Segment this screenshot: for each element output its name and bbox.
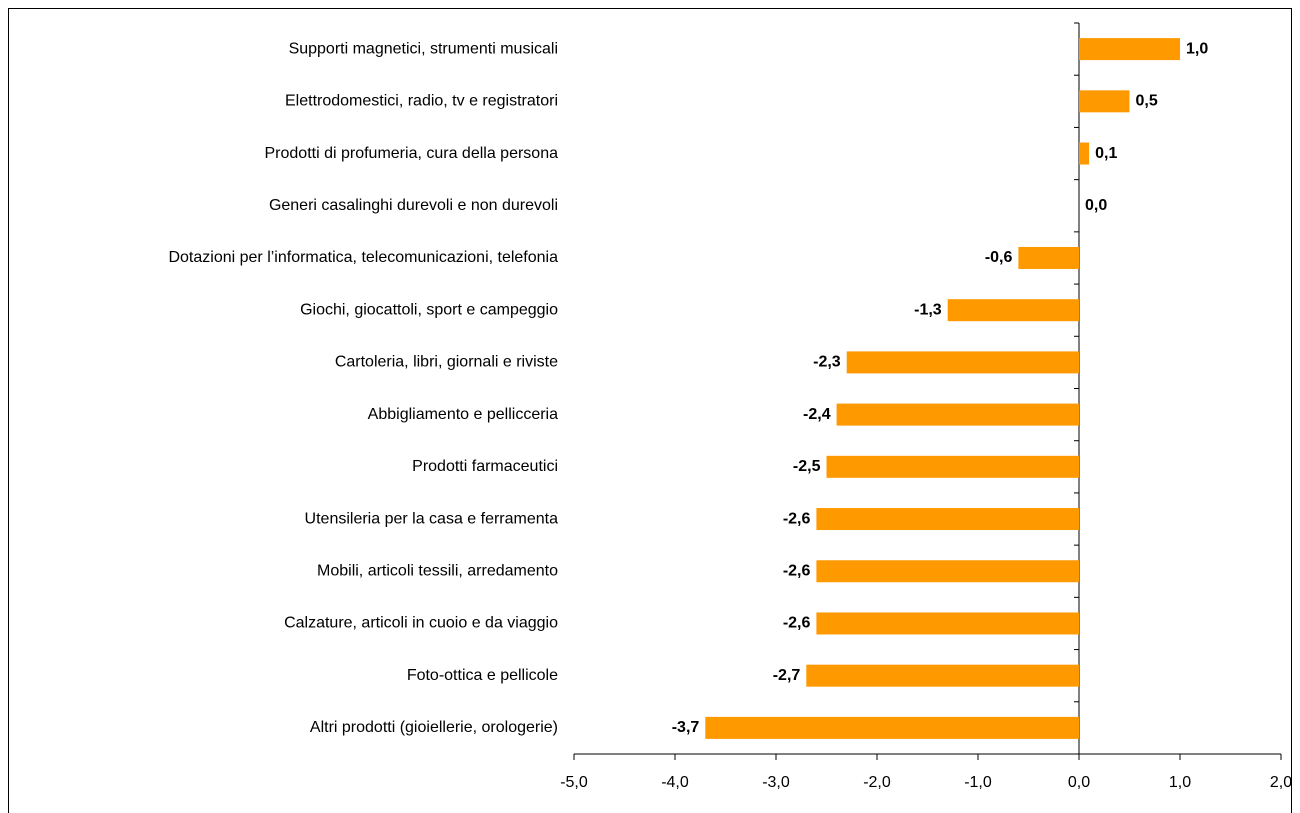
x-tick-label: -3,0 bbox=[762, 774, 790, 791]
bar bbox=[1018, 246, 1079, 269]
frame bbox=[8, 8, 1292, 813]
bar bbox=[705, 716, 1079, 739]
value-label: -2,6 bbox=[783, 562, 811, 579]
bar bbox=[816, 612, 1079, 635]
y-tick-label: Foto-ottica e pellicole bbox=[407, 667, 558, 684]
value-label: -1,3 bbox=[914, 301, 942, 318]
bar bbox=[836, 403, 1079, 426]
value-label: 0,1 bbox=[1095, 145, 1117, 162]
y-tick-label: Elettrodomestici, radio, tv e registrato… bbox=[285, 93, 558, 110]
bar bbox=[846, 351, 1079, 374]
bar bbox=[806, 664, 1079, 687]
x-tick-label: 2,0 bbox=[1270, 774, 1292, 791]
bar bbox=[1079, 90, 1130, 113]
x-tick-label: -4,0 bbox=[661, 774, 689, 791]
value-label: 0,5 bbox=[1136, 93, 1158, 110]
y-tick-label: Dotazioni per l’informatica, telecomunic… bbox=[168, 249, 558, 266]
value-label: -2,5 bbox=[793, 458, 821, 475]
y-tick-label: Generi casalinghi durevoli e non durevol… bbox=[269, 197, 558, 214]
y-tick-label: Abbigliamento e pellicceria bbox=[368, 406, 558, 423]
value-label: 0,0 bbox=[1085, 197, 1107, 214]
bar bbox=[1079, 38, 1180, 61]
y-tick-label: Supporti magnetici, strumenti musicali bbox=[289, 40, 558, 57]
y-tick-label: Prodotti farmaceutici bbox=[412, 458, 558, 475]
y-tick-label: Calzature, articoli in cuoio e da viaggi… bbox=[284, 615, 558, 632]
y-tick-label: Altri prodotti (gioiellerie, orologerie) bbox=[310, 719, 558, 736]
y-tick-label: Prodotti di profumeria, cura della perso… bbox=[265, 145, 559, 162]
value-label: -2,7 bbox=[773, 667, 801, 684]
x-tick-label: -2,0 bbox=[863, 774, 891, 791]
value-label: -2,4 bbox=[803, 406, 831, 423]
x-tick-label: -5,0 bbox=[560, 774, 588, 791]
value-label: -2,6 bbox=[783, 615, 811, 632]
bar bbox=[1079, 142, 1090, 165]
value-label: -2,6 bbox=[783, 510, 811, 527]
value-label: 1,0 bbox=[1186, 40, 1208, 57]
y-tick-label: Cartoleria, libri, giornali e riviste bbox=[335, 354, 558, 371]
bar bbox=[816, 508, 1079, 531]
value-label: -2,3 bbox=[813, 354, 841, 371]
value-label: -0,6 bbox=[985, 249, 1013, 266]
bar bbox=[826, 455, 1079, 478]
y-tick-label: Mobili, articoli tessili, arredamento bbox=[317, 562, 558, 579]
bar bbox=[816, 560, 1079, 583]
x-tick-label: -1,0 bbox=[964, 774, 992, 791]
y-tick-label: Utensileria per la casa e ferramenta bbox=[305, 510, 559, 527]
x-tick-label: 1,0 bbox=[1169, 774, 1191, 791]
value-label: -3,7 bbox=[672, 719, 700, 736]
y-tick-label: Giochi, giocattoli, sport e campeggio bbox=[300, 301, 558, 318]
bar bbox=[947, 299, 1079, 322]
x-tick-label: 0,0 bbox=[1068, 774, 1090, 791]
